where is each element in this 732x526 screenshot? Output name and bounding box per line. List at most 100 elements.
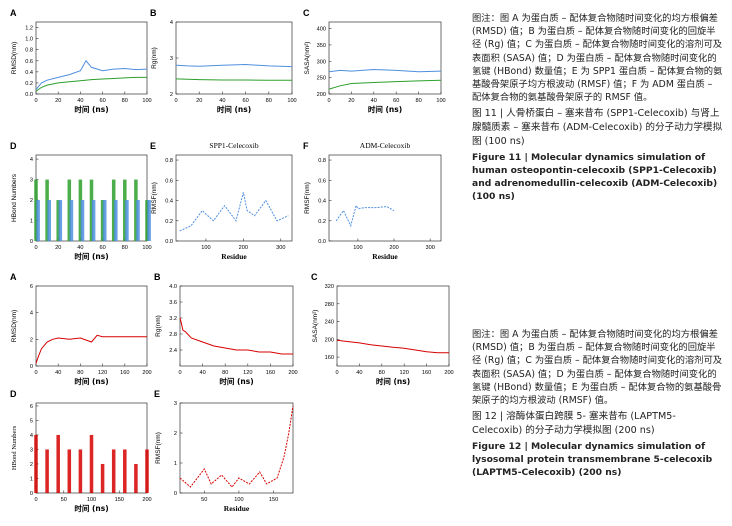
x-tick-label: 40 bbox=[356, 370, 362, 376]
panel-title: SPP1-Celecoxib bbox=[209, 141, 258, 150]
x-tick-label: 0 bbox=[178, 370, 181, 376]
panel-letter: C bbox=[303, 8, 310, 18]
panel-12e: E 50 100 150 0 1 2 3 Residue RMSF(nm) bbox=[154, 389, 294, 513]
y-tick-label: 0.8 bbox=[25, 48, 33, 54]
plot-frame bbox=[35, 21, 148, 95]
hbond-bar bbox=[78, 449, 83, 493]
x-tick-label: 120 bbox=[98, 370, 107, 376]
panel-letter: E bbox=[150, 141, 156, 151]
x-tick-label: 40 bbox=[219, 98, 225, 104]
y-tick-label: 320 bbox=[325, 284, 334, 290]
x-tick-label: 100 bbox=[234, 497, 243, 503]
hbond-bar bbox=[100, 463, 105, 493]
panel-letter: D bbox=[10, 141, 17, 151]
x-tick-label: 20 bbox=[55, 245, 61, 251]
y-tick-label: 0.2 bbox=[25, 81, 33, 87]
x-tick-label: 150 bbox=[269, 497, 278, 503]
hbond-bar bbox=[100, 200, 105, 241]
fig11-caption: 图注：图 A 为蛋白质 – 配体复合物随时间变化的均方根偏差 (RMSD) 值；… bbox=[472, 12, 724, 203]
y-tick-label: 1 bbox=[30, 476, 33, 482]
series-line bbox=[179, 317, 293, 355]
y-tick-label: 0.6 bbox=[25, 59, 33, 65]
hbond-bar bbox=[47, 200, 51, 241]
y-tick-label: 2 bbox=[30, 198, 33, 204]
x-axis-label: 时间 (ns) bbox=[74, 503, 108, 513]
y-tick-label: 0 bbox=[30, 491, 33, 497]
hbond-bar bbox=[45, 449, 49, 493]
hbond-bar bbox=[102, 200, 107, 241]
x-tick-label: 60 bbox=[242, 98, 248, 104]
x-tick-label: 0 bbox=[34, 370, 37, 376]
series-line bbox=[328, 79, 442, 90]
x-tick-label: 80 bbox=[222, 370, 228, 376]
hbond-bar bbox=[114, 200, 118, 241]
x-tick-label: 40 bbox=[55, 370, 61, 376]
panel-11f: F ADM-Celecoxib 100 200 300 0.0 0.2 0.4 0.6 0.8 Re… bbox=[303, 141, 442, 261]
hbond-bar bbox=[34, 434, 38, 493]
hbond-bar bbox=[80, 200, 85, 241]
plot-area bbox=[328, 68, 442, 90]
y-tick-label: 0.2 bbox=[318, 219, 326, 225]
y-tick-label: 1 bbox=[174, 461, 177, 467]
hbond-bar bbox=[78, 179, 83, 241]
panel-11e: E SPP1-Celecoxib 100 200 300 0.0 0.2 0.4 0.6 0.8 R… bbox=[150, 141, 293, 261]
plot-frame bbox=[328, 154, 442, 242]
x-tick-label: 0 bbox=[335, 370, 338, 376]
series-line bbox=[175, 78, 292, 81]
fig12-caption-title-cn: 图 12 | 溶酶体蛋白跨膜 5- 塞来昔布 (LAPTM5-Celecoxib… bbox=[472, 411, 676, 436]
hbond-bar bbox=[58, 200, 63, 241]
x-axis-label: 时间 (ns) bbox=[368, 104, 402, 114]
panel-12a: A 0 40 80 120 160 200 0 2 4 6 时间 (ns) RMSD(nm) bbox=[10, 272, 152, 386]
panel-title: ADM-Celecoxib bbox=[360, 141, 411, 150]
fig12-caption-title-en: Figure 12 | Molecular dynamics simulatio… bbox=[472, 441, 713, 479]
plot-area bbox=[35, 334, 147, 364]
x-tick-label: 100 bbox=[353, 245, 362, 251]
x-tick-label: 0 bbox=[34, 497, 37, 503]
y-tick-label: 0 bbox=[174, 491, 177, 497]
series-line bbox=[179, 192, 289, 232]
hbond-bar bbox=[123, 179, 127, 241]
y-tick-label: 4 bbox=[30, 311, 33, 317]
x-tick-label: 80 bbox=[122, 98, 128, 104]
hbond-bar bbox=[147, 200, 151, 241]
y-tick-label: 3 bbox=[30, 178, 33, 184]
x-tick-label: 300 bbox=[425, 245, 434, 251]
series-line bbox=[35, 76, 147, 92]
panel-letter: B bbox=[154, 272, 161, 282]
x-tick-label: 200 bbox=[389, 245, 398, 251]
panel-letter: A bbox=[10, 272, 17, 282]
y-axis-label: RMSF(nm) bbox=[151, 182, 158, 214]
plot-area bbox=[179, 405, 294, 488]
x-axis-label: Residue bbox=[224, 504, 250, 513]
y-tick-label: 350 bbox=[317, 43, 326, 49]
x-tick-label: 300 bbox=[276, 245, 285, 251]
x-tick-label: 40 bbox=[199, 370, 205, 376]
series-line bbox=[175, 63, 293, 68]
hbond-bar bbox=[123, 449, 127, 493]
panel-12b: B 0 40 80 120 160 200 2.4 2.8 3.2 3.6 4.0 时间 (ns) Rg(… bbox=[154, 272, 298, 386]
x-tick-label: 80 bbox=[379, 370, 385, 376]
y-tick-label: 0.6 bbox=[165, 178, 173, 184]
y-tick-label: 0.0 bbox=[165, 239, 173, 245]
y-axis-label: Rg(nm) bbox=[151, 47, 158, 69]
x-tick-label: 200 bbox=[444, 370, 453, 376]
fig11-caption-title-cn: 图 11 | 人骨桥蛋白 – 塞来昔布 (SPP1-Celecoxib) 与肾上… bbox=[472, 108, 723, 147]
y-tick-label: 0.6 bbox=[318, 178, 326, 184]
x-tick-label: 80 bbox=[415, 98, 421, 104]
series-line bbox=[35, 59, 148, 90]
x-tick-label: 100 bbox=[142, 245, 151, 251]
plot-area bbox=[35, 59, 148, 92]
x-tick-label: 50 bbox=[61, 497, 67, 503]
fig11-caption-note: 图注：图 A 为蛋白质 – 配体复合物随时间变化的均方根偏差 (RMSD) 值；… bbox=[472, 13, 723, 104]
panel-letter: D bbox=[10, 389, 17, 399]
y-tick-label: 4 bbox=[30, 157, 33, 163]
y-axis-label: RMSD(nm) bbox=[11, 42, 18, 75]
y-axis-label: HBond Numbers bbox=[11, 173, 18, 222]
y-tick-label: 2 bbox=[30, 462, 33, 468]
plot-frame bbox=[35, 285, 148, 367]
x-tick-label: 100 bbox=[287, 98, 296, 104]
x-tick-label: 40 bbox=[371, 98, 377, 104]
x-tick-label: 80 bbox=[77, 370, 83, 376]
y-tick-label: 4.0 bbox=[169, 284, 177, 290]
x-tick-label: 0 bbox=[327, 98, 330, 104]
